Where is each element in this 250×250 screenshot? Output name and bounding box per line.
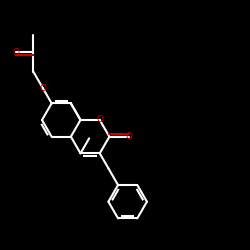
Text: O: O — [96, 116, 103, 124]
Text: O: O — [12, 48, 20, 57]
Text: O: O — [125, 132, 132, 141]
Text: O: O — [40, 84, 46, 93]
